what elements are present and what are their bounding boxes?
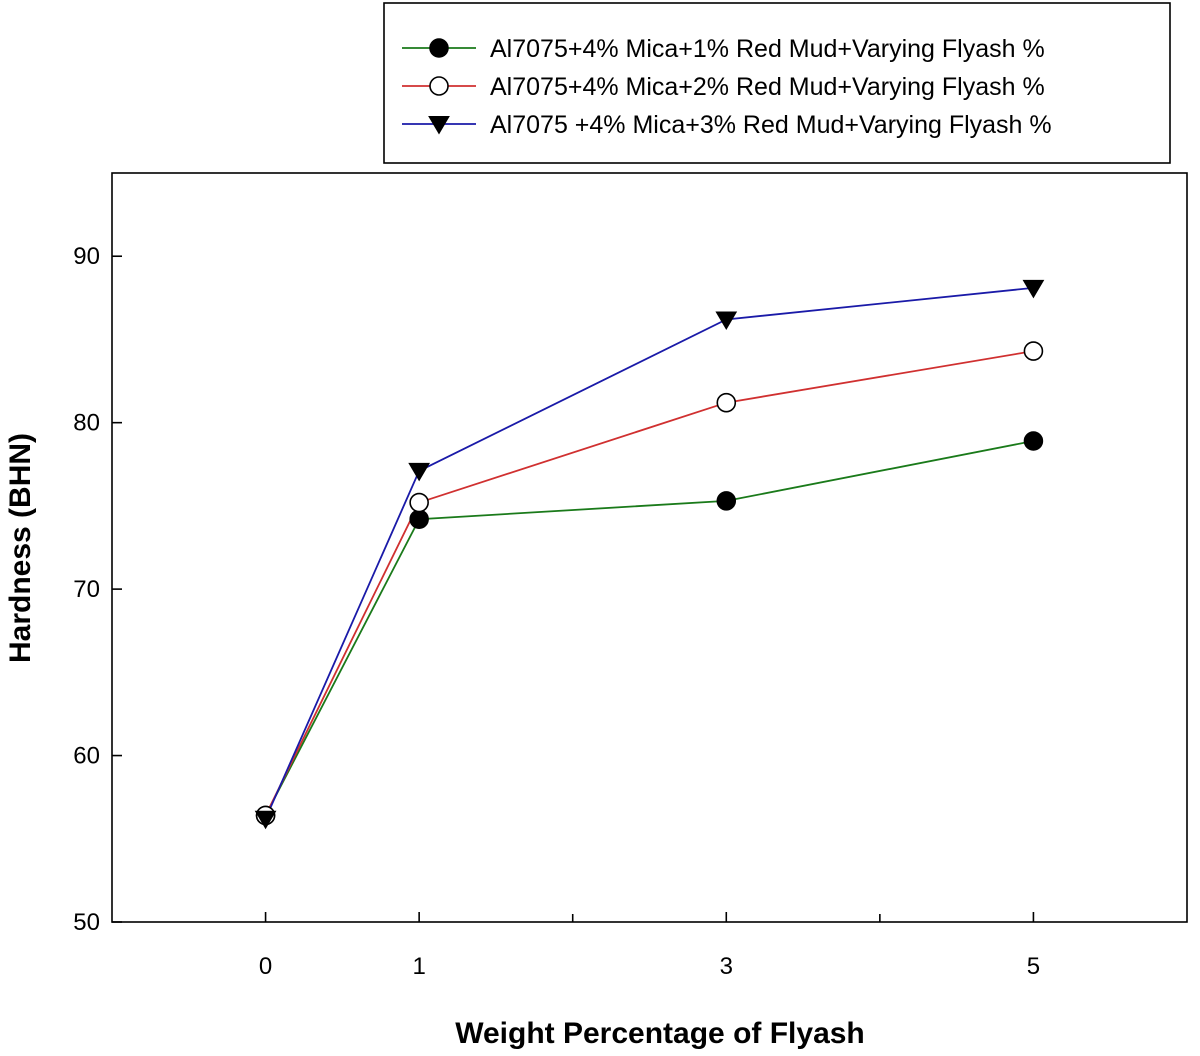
x-axis-label: Weight Percentage of Flyash: [455, 1017, 865, 1050]
legend: Al7075+4% Mica+1% Red Mud+Varying Flyash…: [383, 2, 1171, 164]
axes: 50 60 70 80 90 0 1 3 5: [73, 172, 1188, 980]
data-point-s1: [409, 509, 429, 529]
legend-marker-1: [429, 38, 449, 58]
series-lines: [264, 286, 1034, 820]
legend-marker-2: [429, 76, 449, 96]
data-point-s1: [716, 491, 737, 511]
legend-entry-2: Al7075+4% Mica+2% Red Mud+Varying Flyash…: [490, 73, 1045, 101]
plot-frame: [111, 172, 1188, 923]
y-axis-label: Hardness (BHN): [4, 433, 37, 663]
data-point-s3: [408, 462, 431, 482]
x-tick-label: 5: [1027, 953, 1040, 980]
legend-marker-3: [428, 116, 450, 135]
x-tick-label: 1: [412, 953, 425, 980]
data-point-s3: [715, 311, 738, 330]
data-point-s2: [1023, 341, 1044, 361]
y-tick-label: 80: [73, 410, 100, 437]
series-markers: [254, 279, 1045, 830]
legend-box: [383, 2, 1171, 164]
y-tick-label: 50: [73, 909, 100, 936]
legend-entry-1: Al7075+4% Mica+1% Red Mud+Varying Flyash…: [490, 35, 1045, 63]
data-point-s3: [1022, 279, 1045, 299]
series-line-2: [264, 350, 1034, 816]
series-line-1: [264, 440, 1034, 816]
data-point-s1: [1023, 431, 1044, 451]
data-point-s3: [254, 810, 277, 830]
data-point-s2: [409, 492, 429, 513]
x-tick-label: 0: [259, 953, 272, 980]
y-tick-label: 90: [73, 243, 100, 270]
data-point-s2: [716, 392, 737, 413]
x-tick-label: 3: [720, 953, 733, 980]
y-tick-label: 70: [73, 576, 100, 603]
series-line-3: [264, 286, 1034, 820]
y-tick-label: 60: [73, 743, 100, 770]
legend-entry-3: Al7075 +4% Mica+3% Red Mud+Varying Flyas…: [490, 111, 1052, 139]
